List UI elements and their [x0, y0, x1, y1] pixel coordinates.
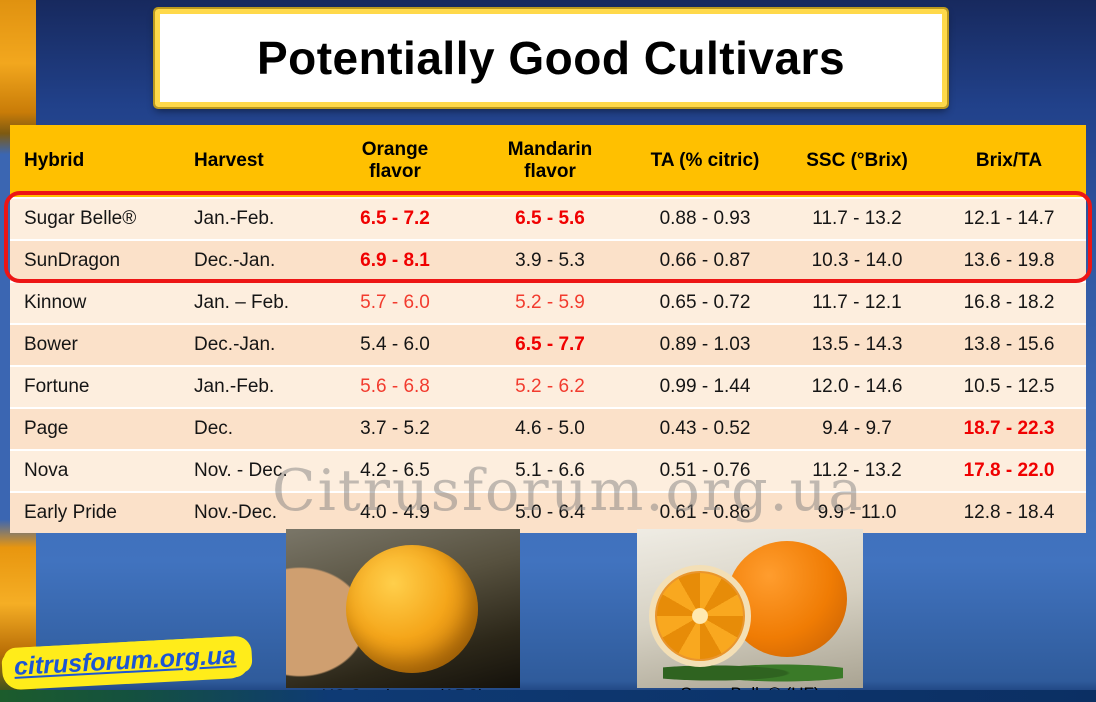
cell-harvest: Dec.-Jan.	[194, 250, 276, 271]
cell-ssc-brix: 11.7 - 13.2	[812, 208, 902, 229]
cell-ta-citric: 0.43 - 0.52	[659, 418, 751, 439]
table-header-row: Hybrid Harvest Orange flavor Mandarin fl…	[10, 125, 1086, 197]
cell-mandarin-flavor: 5.2 - 5.9	[515, 292, 585, 313]
cell-hybrid: Early Pride	[24, 502, 117, 523]
cell-hybrid: Sugar Belle®	[24, 208, 137, 229]
cell-hybrid: Page	[24, 418, 69, 439]
cell-brix-ta: 12.1 - 14.7	[963, 208, 1055, 229]
cell-ssc-brix: 12.0 - 14.6	[811, 376, 903, 397]
page-title: Potentially Good Cultivars	[256, 32, 846, 84]
column-header-brix-ta: Brix/TA	[975, 150, 1043, 172]
cell-ta-citric: 0.61 - 0.86	[659, 502, 751, 523]
cell-orange-flavor: 3.7 - 5.2	[360, 418, 430, 439]
orange-fruit-graphic	[346, 545, 478, 673]
table-row-bower: Bower Dec.-Jan. 5.4 - 6.0 6.5 - 7.7 0.89…	[10, 323, 1086, 365]
cell-brix-ta: 13.6 - 19.8	[963, 250, 1055, 271]
cell-orange-flavor: 5.7 - 6.0	[360, 292, 430, 313]
cell-ta-citric: 0.66 - 0.87	[659, 250, 751, 271]
table-row-nova: Nova Nov. - Dec. 4.2 - 6.5 5.1 - 6.6 0.5…	[10, 449, 1086, 491]
cell-mandarin-flavor: 6.5 - 7.7	[515, 334, 585, 355]
cell-orange-flavor: 6.9 - 8.1	[360, 250, 430, 271]
cell-ta-citric: 0.99 - 1.44	[659, 376, 751, 397]
cell-ssc-brix: 11.2 - 13.2	[812, 460, 902, 481]
cell-harvest: Jan.-Feb.	[194, 208, 275, 229]
cell-ssc-brix: 10.3 - 14.0	[811, 250, 903, 271]
table-row-early-pride: Early Pride Nov.-Dec. 4.0 - 4.9 5.0 - 6.…	[10, 491, 1086, 533]
cell-brix-ta: 18.7 - 22.3	[963, 418, 1055, 439]
cell-hybrid: Fortune	[24, 376, 90, 397]
cell-orange-flavor: 5.6 - 6.8	[360, 376, 430, 397]
cell-harvest: Dec.	[194, 418, 234, 439]
cell-ta-citric: 0.88 - 0.93	[659, 208, 751, 229]
column-header-mandarin-flavor: Mandarin flavor	[507, 139, 593, 182]
cell-harvest: Nov.-Dec.	[194, 502, 278, 523]
cell-mandarin-flavor: 5.1 - 6.6	[515, 460, 585, 481]
cell-mandarin-flavor: 6.5 - 5.6	[515, 208, 585, 229]
cell-harvest: Nov. - Dec.	[194, 460, 288, 481]
column-header-harvest: Harvest	[194, 150, 264, 172]
cultivars-table: Hybrid Harvest Orange flavor Mandarin fl…	[4, 125, 1092, 533]
column-header-ta-citric: TA (% citric)	[650, 150, 760, 172]
cell-orange-flavor: 4.2 - 6.5	[360, 460, 430, 481]
table-row-kinnow: Kinnow Jan. – Feb. 5.7 - 6.0 5.2 - 5.9 0…	[10, 281, 1086, 323]
corner-watermark: citrusforum.org.ua	[3, 635, 250, 690]
cut-orange-graphic	[649, 565, 751, 667]
cell-ta-citric: 0.65 - 0.72	[659, 292, 751, 313]
cell-harvest: Dec.-Jan.	[194, 334, 276, 355]
cell-orange-flavor: 6.5 - 7.2	[360, 208, 430, 229]
cell-ssc-brix: 9.9 - 11.0	[817, 502, 897, 523]
table-row-page: Page Dec. 3.7 - 5.2 4.6 - 5.0 0.43 - 0.5…	[10, 407, 1086, 449]
cell-ssc-brix: 11.7 - 12.1	[812, 292, 902, 313]
cell-brix-ta: 10.5 - 12.5	[963, 376, 1055, 397]
cell-mandarin-flavor: 5.0 - 6.4	[515, 502, 585, 523]
cell-hybrid: SunDragon	[24, 250, 121, 271]
cell-hybrid: Nova	[24, 460, 69, 481]
cell-brix-ta: 17.8 - 22.0	[963, 460, 1055, 481]
table-row-fortune: Fortune Jan.-Feb. 5.6 - 6.8 5.2 - 6.2 0.…	[10, 365, 1086, 407]
cell-ssc-brix: 9.4 - 9.7	[822, 418, 892, 439]
cell-ta-citric: 0.89 - 1.03	[659, 334, 751, 355]
cell-ssc-brix: 13.5 - 14.3	[811, 334, 903, 355]
cell-harvest: Jan.-Feb.	[194, 376, 275, 397]
cell-harvest: Jan. – Feb.	[194, 292, 290, 313]
cell-hybrid: Kinnow	[24, 292, 87, 313]
title-box: Potentially Good Cultivars	[153, 7, 949, 109]
slide-bottom-edge	[0, 690, 1096, 702]
cell-ta-citric: 0.51 - 0.76	[659, 460, 751, 481]
cell-brix-ta: 12.8 - 18.4	[963, 502, 1055, 523]
table-row-sundragon: SunDragon Dec.-Jan. 6.9 - 8.1 3.9 - 5.3 …	[10, 239, 1086, 281]
cell-mandarin-flavor: 5.2 - 6.2	[515, 376, 585, 397]
table-row-sugar-belle: Sugar Belle® Jan.-Feb. 6.5 - 7.2 6.5 - 5…	[10, 197, 1086, 239]
cell-brix-ta: 16.8 - 18.2	[963, 292, 1055, 313]
column-header-ssc-brix: SSC (°Brix)	[806, 150, 908, 172]
corner-watermark-text: citrusforum.org.ua	[3, 635, 250, 690]
cell-orange-flavor: 4.0 - 4.9	[360, 502, 430, 523]
cell-mandarin-flavor: 3.9 - 5.3	[515, 250, 585, 271]
sundragon-photo	[286, 529, 520, 688]
sugar-belle-photo	[637, 529, 863, 688]
cell-hybrid: Bower	[24, 334, 78, 355]
column-header-hybrid: Hybrid	[24, 150, 85, 172]
cell-orange-flavor: 5.4 - 6.0	[360, 334, 430, 355]
cell-brix-ta: 13.8 - 15.6	[963, 334, 1055, 355]
cell-mandarin-flavor: 4.6 - 5.0	[515, 418, 585, 439]
column-header-orange-flavor: Orange flavor	[361, 139, 429, 182]
